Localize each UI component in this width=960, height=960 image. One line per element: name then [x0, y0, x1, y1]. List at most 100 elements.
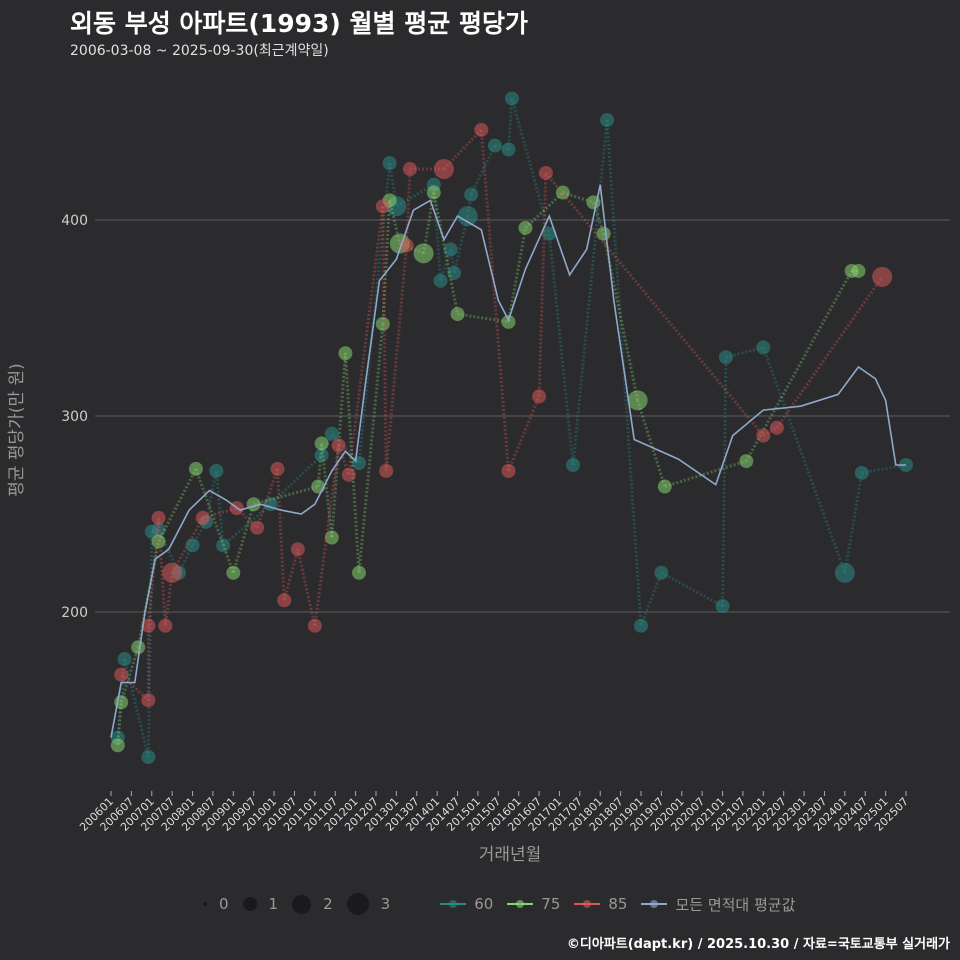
y-tick-label: 400 [61, 213, 88, 229]
y-tick-label: 300 [61, 409, 88, 425]
series-connector-75 [381, 200, 392, 324]
series-connector-75 [119, 646, 140, 703]
data-point-60 [324, 426, 339, 441]
size-legend-label: 1 [268, 895, 279, 913]
data-point-75 [188, 461, 203, 476]
data-point-60 [715, 599, 730, 614]
data-point-75 [375, 316, 390, 331]
legend-series-avg: 모든 면적대 평균값 [641, 894, 795, 915]
data-point-60 [756, 340, 771, 355]
data-point-85 [158, 618, 173, 633]
data-point-60 [447, 265, 462, 280]
data-point-75 [131, 640, 146, 655]
y-axis-label: 평균 평당가(만 원) [7, 363, 27, 497]
size-legend-label: 0 [219, 895, 229, 913]
series-connector-60 [660, 571, 724, 608]
series-connector-60 [861, 463, 907, 475]
data-point-60 [141, 750, 156, 765]
data-point-60 [352, 456, 367, 471]
data-point-60 [487, 138, 502, 153]
data-point-85 [270, 461, 285, 476]
data-point-75 [110, 738, 125, 753]
series-connector-60 [123, 658, 150, 758]
data-point-60 [443, 242, 458, 257]
series-connector-85 [384, 245, 409, 472]
series-connector-60 [571, 119, 609, 466]
data-point-75 [151, 534, 166, 549]
data-point-85 [379, 463, 394, 478]
data-point-60 [504, 91, 519, 106]
series-connector-60 [639, 572, 663, 627]
series-connector-85 [775, 275, 884, 429]
data-point-60 [464, 187, 479, 202]
series-connector-75 [316, 443, 324, 487]
data-point-85 [769, 420, 784, 435]
series-connector-60 [146, 531, 154, 758]
data-point-60 [216, 538, 231, 553]
data-point-85 [501, 463, 516, 478]
legend-label: 85 [608, 895, 628, 913]
x-axis-label: 거래년월 [479, 845, 542, 865]
data-point-75 [739, 454, 754, 469]
data-point-60 [542, 226, 557, 241]
data-point-85 [872, 266, 893, 287]
series-connector-85 [347, 206, 385, 475]
series-connector-75 [432, 192, 460, 315]
data-point-85 [341, 467, 356, 482]
legend: 0 1 2 3 60 75 85 모든 면적대 평균값 [195, 893, 809, 915]
data-point-85 [195, 510, 210, 525]
data-point-75 [851, 263, 866, 278]
series-connector-85 [275, 468, 286, 601]
series-connector-85 [381, 206, 388, 471]
data-point-75 [226, 565, 241, 580]
series-connector-75 [343, 353, 361, 573]
series-line-average [110, 184, 906, 738]
data-point-85 [250, 520, 265, 535]
data-point-85 [538, 165, 553, 180]
size-legend-2: 2 [292, 894, 333, 914]
data-point-85 [532, 389, 547, 404]
chart-subtitle: 2006-03-08 ~ 2025-09-30(최근계약일) [70, 43, 329, 59]
series-connector-85 [282, 548, 300, 601]
series-connector-75 [116, 702, 123, 746]
data-point-60 [209, 463, 224, 478]
series-connector-85 [544, 172, 765, 437]
data-point-60 [654, 565, 669, 580]
data-point-75 [352, 565, 367, 580]
data-point-85 [402, 162, 417, 177]
series-connector-60 [395, 183, 435, 208]
data-point-60 [501, 142, 516, 157]
series-connector-75 [253, 485, 319, 506]
data-point-60 [834, 562, 855, 583]
legend-series-75: 75 [507, 895, 560, 913]
series-connector-60 [721, 357, 728, 607]
data-point-85 [307, 618, 322, 633]
series-connector-60 [761, 346, 847, 574]
legend-label: 60 [474, 895, 494, 913]
legend-series-85: 85 [574, 895, 627, 913]
series-connector-85 [296, 548, 317, 627]
legend-series-60: 60 [440, 895, 493, 913]
data-point-75 [657, 479, 672, 494]
data-point-75 [450, 307, 465, 322]
data-point-60 [718, 350, 733, 365]
data-point-60 [854, 465, 869, 480]
data-point-85 [162, 562, 183, 583]
chart-title: 외동 부성 아파트(1993) 월별 평균 평당가 [70, 9, 528, 38]
data-point-60 [314, 448, 329, 463]
data-point-85 [114, 667, 129, 682]
data-point-75 [627, 390, 648, 411]
size-legend-0: 0 [195, 895, 229, 913]
data-point-75 [314, 436, 329, 451]
data-point-85 [331, 438, 346, 453]
data-point-85 [433, 159, 454, 180]
data-point-85 [474, 122, 489, 137]
data-point-85 [141, 693, 156, 708]
series-connector-75 [157, 468, 198, 543]
series-connector-60 [432, 184, 443, 281]
data-point-75 [501, 314, 516, 329]
size-legend-label: 3 [380, 895, 391, 913]
data-point-60 [185, 538, 200, 553]
series-connector-60 [843, 472, 864, 574]
